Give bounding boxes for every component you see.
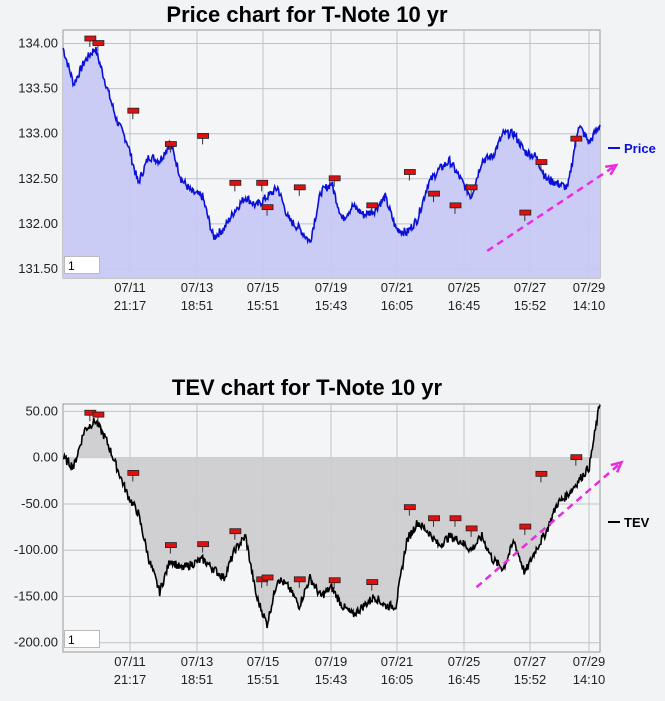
y-tick-label: 133.50	[18, 81, 58, 96]
marker-flag	[84, 35, 97, 42]
marker-flag	[127, 470, 140, 476]
y-tick-label: -50.00	[21, 496, 58, 511]
legend-label: Price	[624, 141, 656, 156]
x-tick-time: 16:05	[381, 672, 414, 687]
x-tick-date: 07/25	[448, 280, 481, 295]
x-tick-time: 15:51	[247, 298, 280, 313]
x-tick-time: 16:05	[381, 298, 414, 313]
tev-chart: TEV chart for T-Note 10 yr 50.00 0.00 -50.0…	[14, 375, 650, 687]
marker-flag	[197, 541, 210, 548]
series-line	[62, 46, 601, 245]
y-tick-label: 50.00	[25, 403, 58, 418]
trend-arrow-head	[605, 163, 619, 176]
y-tick-label: 134.00	[18, 36, 58, 51]
chart-title: Price chart for T-Note 10 yr	[166, 2, 448, 27]
zoom-input-price[interactable]: 1	[64, 256, 100, 274]
x-tick-date: 07/11	[114, 654, 146, 669]
trend-arrow-head	[610, 460, 624, 473]
marker-flag	[428, 190, 440, 197]
marker-flag	[449, 515, 462, 522]
zoom-input-tev[interactable]: 1	[64, 630, 100, 648]
x-tick-time: 14:10	[573, 298, 606, 313]
marker-flag	[92, 411, 105, 418]
marker-flag	[366, 202, 379, 209]
x-tick-date: 07/15	[247, 654, 280, 669]
y-tick-label: 0.00	[33, 450, 58, 465]
x-tick-time: 18:51	[181, 298, 214, 313]
x-tick-date: 07/25	[448, 654, 481, 669]
marker-flag	[164, 542, 177, 548]
marker-flag	[293, 184, 306, 191]
series-area	[63, 46, 600, 279]
marker-flag	[519, 523, 532, 530]
marker-flag	[328, 175, 341, 182]
marker-flag	[229, 528, 242, 535]
marker-flag	[428, 515, 440, 522]
marker-flag	[261, 204, 274, 211]
x-tick-time: 15:51	[247, 672, 280, 687]
legend-label: TEV	[624, 515, 650, 530]
marker-flag	[197, 133, 210, 139]
x-tick-date: 07/27	[514, 280, 547, 295]
trend-arrow-line	[475, 461, 623, 589]
x-tick-time: 15:52	[514, 672, 547, 687]
x-tick-date: 07/19	[315, 280, 348, 295]
marker-flag	[92, 40, 105, 46]
x-tick-time: 18:51	[181, 672, 214, 687]
marker-flag	[366, 579, 379, 585]
x-tick-time: 16:45	[448, 298, 481, 313]
trend-arrow-line	[486, 164, 617, 252]
marker-flag	[328, 577, 341, 584]
x-tick-date: 07/13	[181, 280, 214, 295]
marker-flag	[164, 141, 177, 147]
marker-flag	[261, 574, 274, 581]
y-tick-label: 131.50	[18, 261, 58, 276]
marker-flag	[465, 184, 478, 191]
x-tick-date: 07/29	[573, 654, 606, 669]
marker-flag	[535, 159, 548, 165]
marker-flag	[293, 576, 306, 583]
x-tick-time: 15:52	[514, 298, 547, 313]
series-area	[63, 404, 600, 628]
x-tick-time: 15:43	[315, 298, 348, 313]
marker-flag	[229, 179, 242, 186]
y-tick-label: -100.00	[14, 542, 58, 557]
marker-flag	[519, 209, 532, 216]
marker-flag	[256, 179, 269, 186]
x-tick-date: 07/15	[247, 280, 280, 295]
x-tick-time: 21:17	[114, 298, 147, 313]
x-tick-date: 07/11	[114, 280, 146, 295]
marker-flag	[570, 454, 583, 461]
x-tick-time: 21:17	[114, 672, 147, 687]
x-tick-time: 15:43	[315, 672, 348, 687]
marker-flag	[449, 202, 462, 209]
marker-flag	[403, 169, 416, 175]
series-line	[62, 404, 601, 629]
x-tick-date: 07/21	[381, 654, 414, 669]
marker-flag	[535, 470, 548, 477]
marker-flag	[570, 135, 583, 142]
y-tick-label: -200.00	[14, 635, 58, 650]
x-tick-date: 07/29	[573, 280, 606, 295]
x-tick-date: 07/21	[381, 280, 414, 295]
marker-flag	[127, 107, 140, 114]
y-tick-label: 132.50	[18, 171, 58, 186]
y-tick-label: 133.00	[18, 126, 58, 141]
price-chart: Price chart for T-Note 10 yr 134.00 133.50…	[18, 2, 656, 313]
marker-flag	[403, 504, 416, 511]
x-tick-date: 07/27	[514, 654, 547, 669]
marker-flag	[465, 525, 478, 532]
y-tick-label: -150.00	[14, 588, 58, 603]
x-tick-date: 07/13	[181, 654, 214, 669]
x-tick-time: 14:10	[573, 672, 606, 687]
x-tick-date: 07/19	[315, 654, 348, 669]
chart-title: TEV chart for T-Note 10 yr	[172, 375, 443, 400]
x-tick-time: 16:45	[448, 672, 481, 687]
y-tick-label: 132.00	[18, 216, 58, 231]
